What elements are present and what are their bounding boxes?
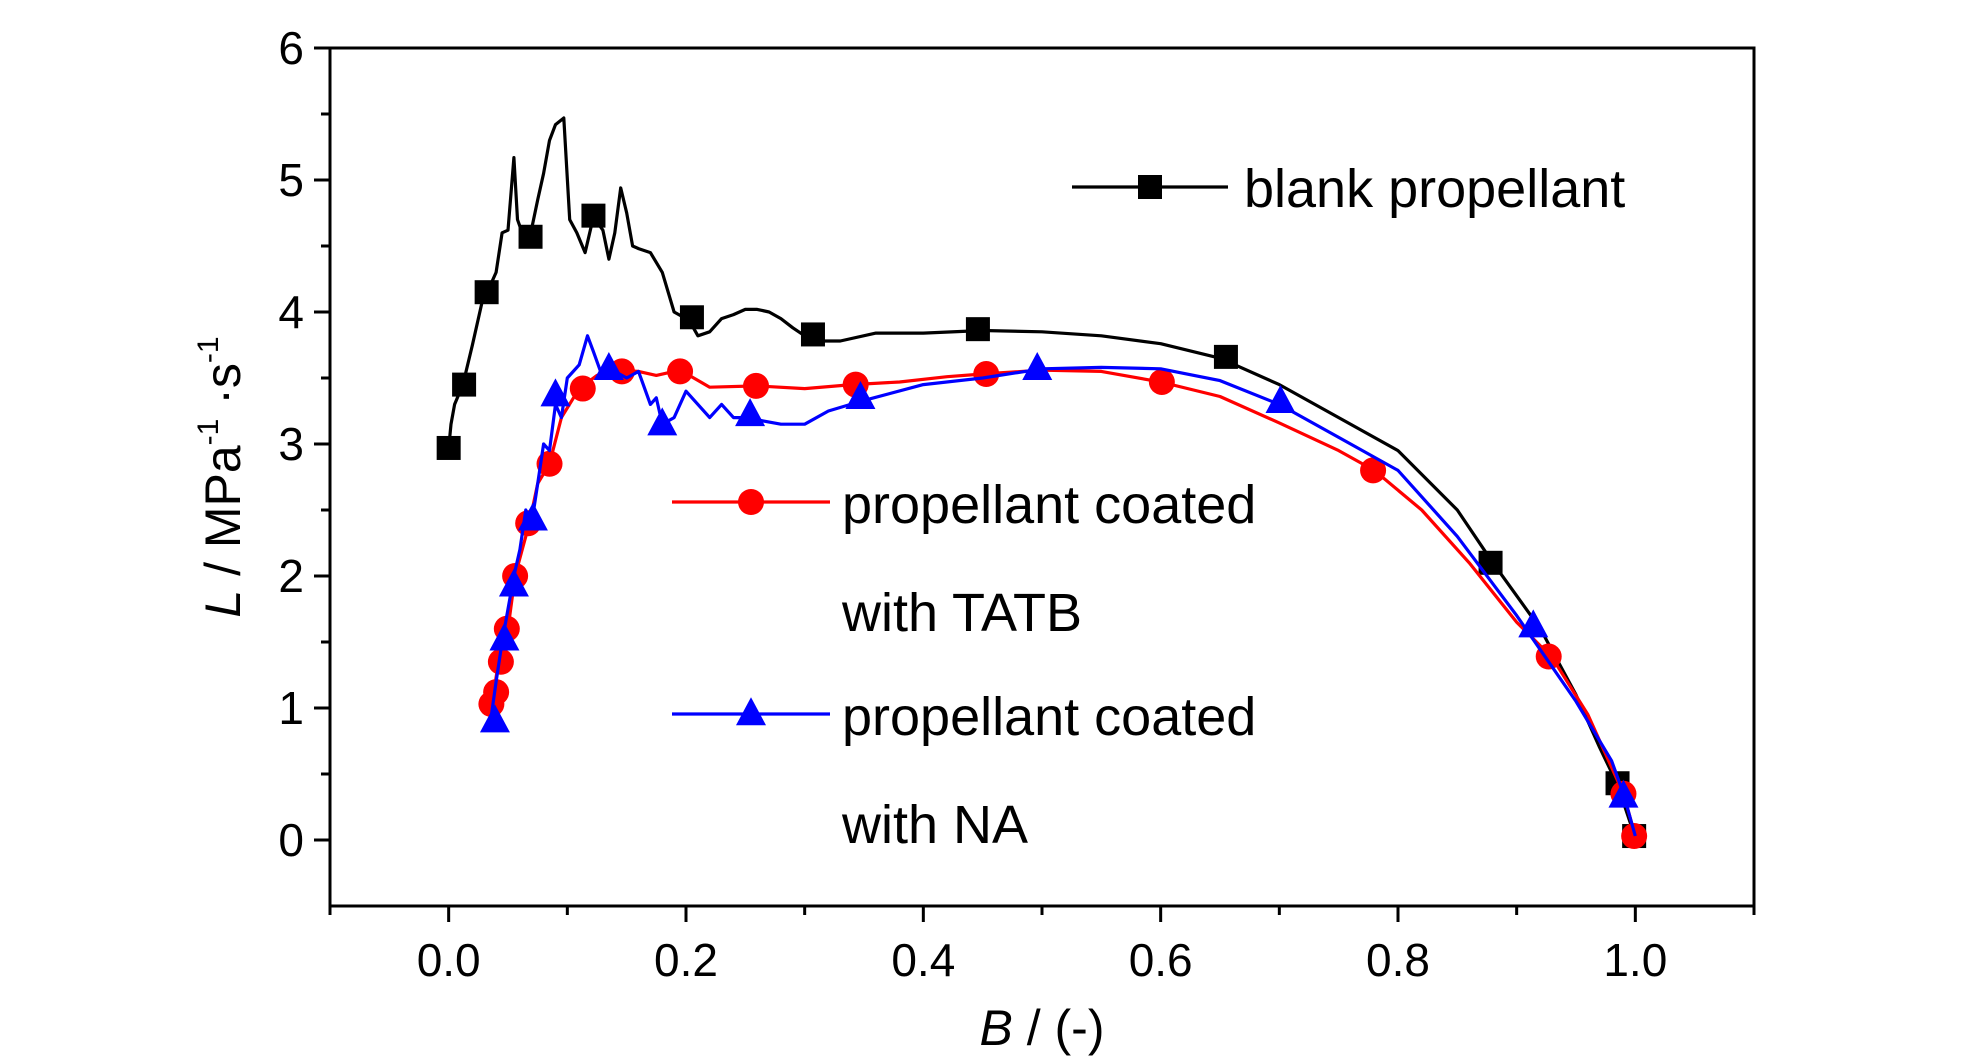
- x-axis-title: B / (-): [980, 1000, 1105, 1056]
- data-point: [487, 648, 514, 675]
- data-point: [498, 568, 529, 597]
- data-point: [1148, 368, 1175, 395]
- data-point: [845, 381, 876, 409]
- x-tick-label: 0.6: [1129, 934, 1193, 986]
- data-point: [679, 305, 704, 330]
- axes: 0.0 0.2 0.4 0.6 0.8 1.0 0 1 2 3 4 5 6: [278, 22, 1756, 986]
- series-line: [488, 368, 1637, 837]
- legend-entry-0: blank propellant: [1072, 159, 1625, 219]
- legend-entry-1: propellant coated with TATB: [672, 475, 1256, 643]
- y-tick-label: 6: [278, 22, 304, 74]
- data-point: [489, 622, 520, 651]
- data-point: [1022, 351, 1053, 380]
- data-point: [1360, 457, 1387, 484]
- legend: blank propellant propellant coated with TA…: [672, 159, 1625, 855]
- y-tick-label: 2: [278, 550, 304, 602]
- legend-label: blank propellant: [1244, 159, 1625, 219]
- legend-label: with TATB: [841, 583, 1082, 643]
- data-point: [569, 375, 596, 402]
- data-point: [800, 322, 825, 347]
- data-point: [517, 502, 548, 531]
- data-point: [735, 398, 766, 427]
- data-point: [743, 372, 770, 399]
- y-tick-label: 1: [278, 682, 304, 734]
- legend-marker: [738, 489, 764, 515]
- x-tick-label: 1.0: [1603, 934, 1667, 986]
- series-line: [488, 334, 1637, 837]
- legend-marker: [736, 697, 766, 726]
- data-point: [1213, 344, 1238, 369]
- data-point: [581, 203, 606, 228]
- series-layer: [436, 116, 1648, 850]
- data-point: [593, 351, 624, 380]
- y-tick-label: 5: [278, 154, 304, 206]
- x-tick-label: 0.8: [1366, 934, 1430, 986]
- data-point: [474, 280, 499, 305]
- y-tick-label: 3: [278, 418, 304, 470]
- data-point: [1518, 609, 1549, 638]
- legend-label: propellant coated: [842, 687, 1256, 747]
- data-point: [667, 358, 694, 385]
- data-point: [647, 407, 678, 436]
- x-tick-label: 0.4: [891, 934, 955, 986]
- legend-label: propellant coated: [842, 475, 1256, 535]
- legend-label: with NA: [841, 795, 1028, 855]
- data-point: [436, 435, 461, 460]
- data-point: [965, 317, 990, 342]
- y-tick-label: 4: [278, 286, 304, 338]
- x-tick-label: 0.2: [654, 934, 718, 986]
- data-point: [452, 372, 477, 397]
- data-point: [479, 704, 510, 733]
- data-point: [1265, 384, 1296, 413]
- data-point: [540, 378, 571, 407]
- y-axis-title: L / MPa-1 ·s-1: [192, 336, 251, 617]
- x-tick-label: 0.0: [417, 934, 481, 986]
- data-point: [973, 361, 1000, 388]
- y-tick-label: 0: [278, 814, 304, 866]
- legend-marker: [1138, 175, 1162, 199]
- series-2: [479, 334, 1639, 837]
- data-point: [1608, 779, 1639, 808]
- legend-entry-2: propellant coated with NA: [672, 687, 1256, 855]
- data-point: [518, 224, 543, 249]
